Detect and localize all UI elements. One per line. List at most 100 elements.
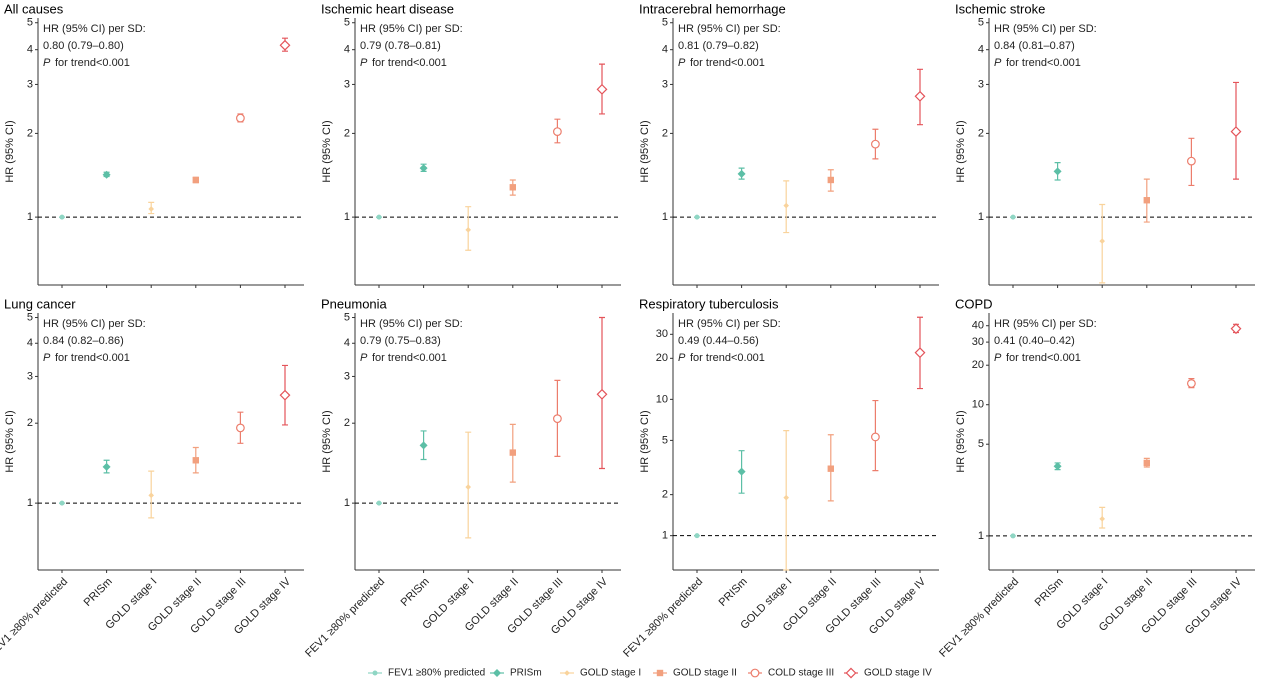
legend-marker bbox=[564, 670, 570, 676]
y-tick-label: 4 bbox=[27, 337, 33, 349]
y-tick-label: 2 bbox=[27, 417, 33, 429]
y-axis-title: HR (95% CI) bbox=[321, 410, 333, 472]
legend-marker bbox=[750, 668, 760, 678]
legend-marker bbox=[372, 670, 378, 676]
p-label: P bbox=[360, 57, 368, 69]
annotation: HR (95% CI) per SD: bbox=[360, 318, 463, 330]
y-tick-label: 3 bbox=[344, 78, 350, 90]
point bbox=[871, 432, 880, 442]
legend-label: GOLD stage I bbox=[580, 668, 641, 679]
y-tick-label: 2 bbox=[978, 127, 984, 139]
point bbox=[509, 184, 516, 191]
point bbox=[465, 484, 471, 490]
legend-item: FEV1 ≥80% predicted bbox=[368, 668, 485, 679]
point bbox=[419, 441, 428, 450]
y-tick-label: 40 bbox=[972, 320, 984, 332]
annotation: for trend<0.001 bbox=[1006, 352, 1081, 364]
panel-title: COPD bbox=[955, 296, 993, 311]
point bbox=[279, 39, 291, 51]
panel-title: Lung cancer bbox=[4, 296, 76, 311]
y-tick-label: 20 bbox=[656, 352, 668, 364]
y-axis-title: HR (95% CI) bbox=[639, 120, 651, 182]
point bbox=[1186, 156, 1196, 166]
annotation: 0.84 (0.81–0.87) bbox=[994, 40, 1075, 52]
p-label: P bbox=[43, 57, 51, 69]
annotation: HR (95% CI) per SD: bbox=[994, 23, 1097, 35]
annotation: HR (95% CI) per SD: bbox=[43, 318, 146, 330]
point bbox=[59, 500, 65, 506]
y-tick-label: 5 bbox=[978, 17, 984, 29]
point bbox=[279, 389, 291, 401]
y-tick-label: 5 bbox=[344, 311, 350, 323]
y-tick-label: 2 bbox=[27, 127, 33, 139]
y-tick-label: 4 bbox=[344, 44, 350, 56]
legend-item: COLD stage III bbox=[748, 668, 834, 679]
y-tick-label: 5 bbox=[662, 17, 668, 29]
y-tick-label: 1 bbox=[27, 497, 33, 509]
y-tick-label: 1 bbox=[662, 530, 668, 542]
annotation: for trend<0.001 bbox=[55, 352, 130, 364]
p-label: P bbox=[43, 352, 51, 364]
point bbox=[737, 169, 746, 178]
point bbox=[235, 423, 245, 433]
y-tick-label: 4 bbox=[978, 44, 984, 56]
point bbox=[827, 465, 834, 472]
annotation: for trend<0.001 bbox=[1006, 57, 1081, 69]
annotation: 0.81 (0.79–0.82) bbox=[678, 40, 759, 52]
legend-item: PRISm bbox=[490, 668, 542, 679]
point bbox=[102, 170, 111, 179]
point bbox=[376, 214, 382, 220]
annotation: HR (95% CI) per SD: bbox=[678, 318, 781, 330]
y-tick-label: 10 bbox=[972, 399, 984, 411]
panel-title: Respiratory tuberculosis bbox=[639, 296, 779, 311]
p-label: P bbox=[994, 352, 1002, 364]
y-tick-label: 4 bbox=[344, 337, 350, 349]
y-tick-label: 5 bbox=[662, 434, 668, 446]
point bbox=[192, 176, 199, 184]
annotation: for trend<0.001 bbox=[372, 57, 447, 69]
y-axis-title: HR (95% CI) bbox=[955, 410, 967, 472]
legend-label: FEV1 ≥80% predicted bbox=[388, 668, 485, 679]
y-tick-label: 30 bbox=[972, 336, 984, 348]
y-tick-label: 3 bbox=[978, 78, 984, 90]
point bbox=[783, 494, 789, 501]
annotation: for trend<0.001 bbox=[55, 57, 130, 69]
y-tick-label: 4 bbox=[27, 44, 33, 56]
x-tick-label: FEV1 ≥80% predicted bbox=[937, 576, 1021, 660]
point bbox=[783, 202, 789, 209]
annotation: for trend<0.001 bbox=[690, 352, 765, 364]
point bbox=[737, 467, 746, 476]
y-tick-label: 3 bbox=[27, 370, 33, 382]
point bbox=[871, 139, 880, 149]
point bbox=[1099, 516, 1105, 522]
point bbox=[694, 533, 700, 539]
point bbox=[1053, 167, 1062, 176]
y-tick-label: 2 bbox=[662, 127, 668, 139]
x-tick-label: PRISm bbox=[1033, 576, 1066, 609]
legend-label: GOLD stage IV bbox=[864, 668, 932, 679]
panel-title: Ischemic stroke bbox=[955, 1, 1045, 16]
point bbox=[376, 500, 382, 506]
point bbox=[419, 164, 428, 173]
panel-title: Ischemic heart disease bbox=[321, 1, 454, 16]
annotation: 0.49 (0.44–0.56) bbox=[678, 335, 759, 347]
p-label: P bbox=[678, 352, 686, 364]
y-tick-label: 30 bbox=[656, 328, 668, 340]
point bbox=[465, 227, 471, 233]
legend-label: GOLD stage II bbox=[673, 668, 737, 679]
x-tick-label: FEV1 ≥80% predicted bbox=[0, 576, 70, 660]
point bbox=[914, 90, 926, 102]
y-tick-label: 20 bbox=[972, 359, 984, 371]
point bbox=[509, 449, 516, 456]
p-label: P bbox=[678, 57, 686, 69]
annotation: HR (95% CI) per SD: bbox=[678, 23, 781, 35]
legend-item: GOLD stage IV bbox=[844, 667, 932, 679]
y-tick-label: 2 bbox=[344, 417, 350, 429]
x-tick-label: PRISm bbox=[399, 576, 432, 609]
annotation: HR (95% CI) per SD: bbox=[994, 318, 1097, 330]
point bbox=[235, 113, 245, 123]
point bbox=[1186, 379, 1196, 388]
point bbox=[827, 176, 834, 184]
panel-title: Intracerebral hemorrhage bbox=[639, 1, 786, 16]
